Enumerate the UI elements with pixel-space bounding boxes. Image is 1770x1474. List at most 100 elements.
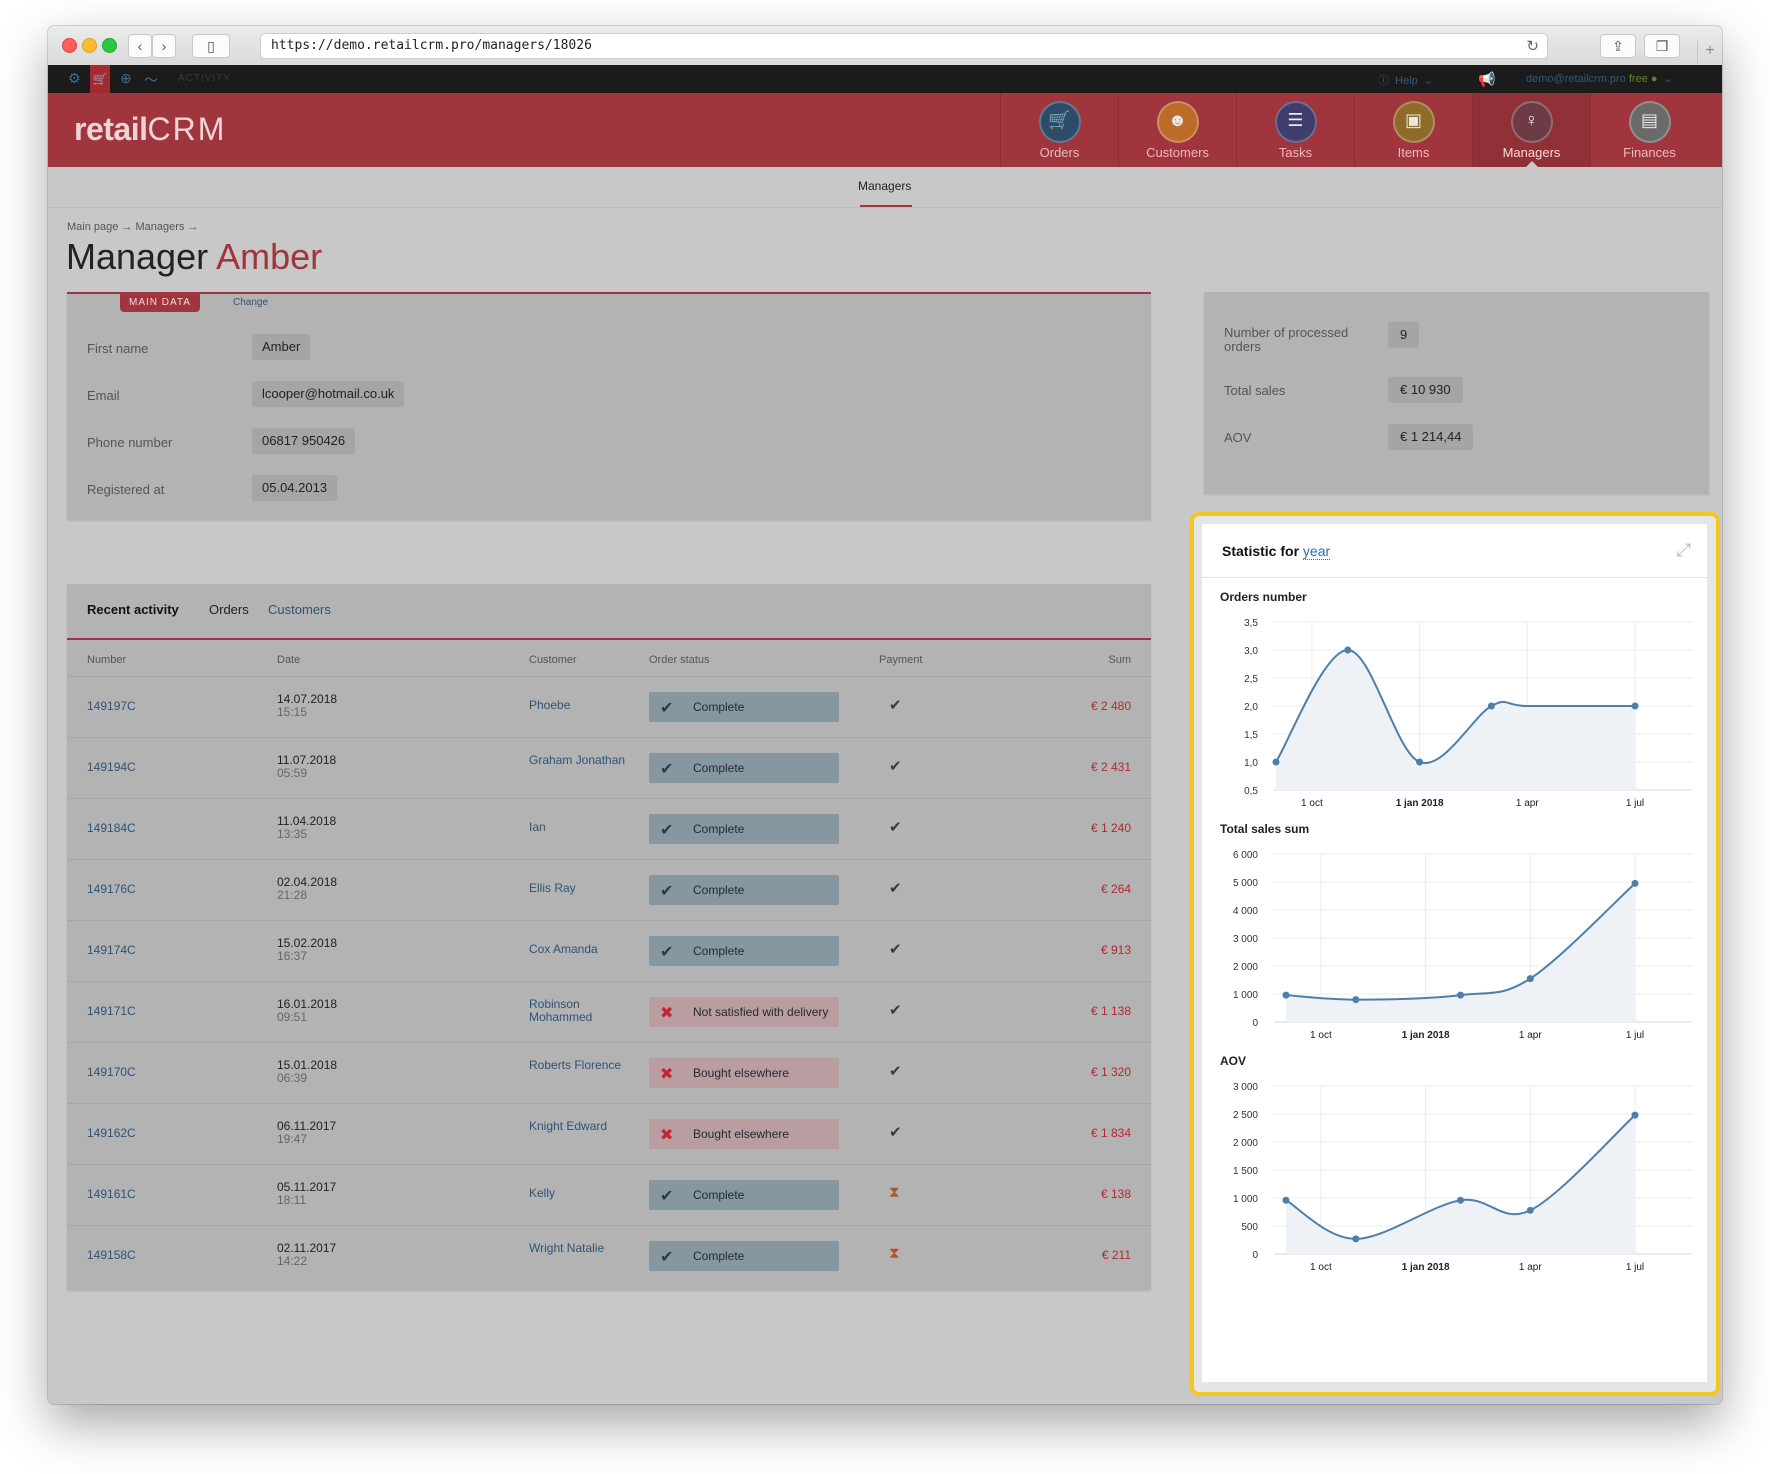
order-number-link[interactable]: 149171C <box>87 1004 136 1018</box>
zoom-window-button[interactable] <box>102 38 117 53</box>
payment-check-icon[interactable]: ✔ <box>889 1002 902 1019</box>
breadcrumb[interactable]: Main page → Managers → <box>67 221 199 233</box>
order-status-badge[interactable]: ✔ Complete <box>649 1241 839 1271</box>
customer-link[interactable]: Ellis Ray <box>529 881 576 895</box>
manager-icon: ♀ <box>1510 101 1553 143</box>
table-row[interactable]: 149194C 11.07.2018 05:59 Graham Jonathan ✔ Co… <box>67 737 1151 798</box>
order-status-badge[interactable]: ✔ Complete <box>649 936 839 966</box>
nav-customers[interactable]: ☻ Customers <box>1118 93 1236 167</box>
payment-check-icon[interactable]: ✔ <box>889 1124 902 1141</box>
col-date[interactable]: Date <box>277 654 301 666</box>
cart-icon[interactable]: 🛒 <box>90 65 110 93</box>
col-customer[interactable]: Customer <box>529 654 577 666</box>
payment-check-icon[interactable]: ✔ <box>889 819 902 836</box>
payment-check-icon[interactable]: ✔ <box>889 880 902 897</box>
payment-check-icon[interactable]: ✔ <box>889 941 902 958</box>
nav-managers[interactable]: ♀ Managers <box>1472 93 1590 167</box>
order-number-link[interactable]: 149170C <box>87 1065 136 1079</box>
nav-items[interactable]: ▣ Items <box>1354 93 1472 167</box>
customer-link[interactable]: Graham Jonathan <box>529 753 626 767</box>
main-data-tab[interactable]: MAIN DATA <box>120 294 200 312</box>
hourglass-icon[interactable]: ⧗ <box>889 1184 900 1201</box>
table-row[interactable]: 149162C 06.11.2017 19:47 Knight Edward ✖ Boug… <box>67 1103 1151 1164</box>
settings-icon[interactable]: ⚙ <box>68 70 81 86</box>
tab-customers[interactable]: Customers <box>268 602 331 617</box>
table-row[interactable]: 149161C 05.11.2017 18:11 Kelly ✔ Complete ⧗ € 1… <box>67 1164 1151 1225</box>
payment-check-icon[interactable]: ✔ <box>889 758 902 775</box>
customer-link[interactable]: Robinson Mohammed <box>529 997 593 1024</box>
table-row[interactable]: 149174C 15.02.2018 16:37 Cox Amanda ✔ Complet… <box>67 920 1151 981</box>
payment-check-icon[interactable]: ✔ <box>889 697 902 714</box>
minimize-window-button[interactable] <box>82 38 97 53</box>
integration-icon[interactable]: ⊕ <box>120 70 132 86</box>
col-payment[interactable]: Payment <box>879 654 923 666</box>
retailcrm-logo[interactable]: retailCRM <box>74 111 226 148</box>
col-number[interactable]: Number <box>87 654 127 666</box>
col-order-status[interactable]: Order status <box>649 654 710 666</box>
y-tick-label: 3,5 <box>1244 618 1258 629</box>
period-selector[interactable]: year <box>1302 543 1331 560</box>
customer-link[interactable]: Kelly <box>529 1186 556 1200</box>
back-icon[interactable]: ‹ <box>128 34 152 58</box>
x-tick-label: 1 apr <box>1516 798 1539 809</box>
order-status-badge[interactable]: ✖ Bought elsewhere <box>649 1119 839 1149</box>
order-date-value: 15.01.2018 <box>277 1058 338 1072</box>
table-row[interactable]: 149197C 14.07.2018 15:15 Phoebe ✔ Complete ✔ € … <box>67 676 1151 737</box>
y-tick-label: 2 000 <box>1233 962 1258 973</box>
share-icon[interactable]: ⇪ <box>1600 34 1636 58</box>
order-status-badge[interactable]: ✖ Bought elsewhere <box>649 1058 839 1088</box>
table-row[interactable]: 149176C 02.04.2018 21:28 Ellis Ray ✔ Complete… <box>67 859 1151 920</box>
tab-recent-activity[interactable]: Recent activity <box>87 602 179 617</box>
order-status-badge[interactable]: ✔ Complete <box>649 814 839 844</box>
table-row[interactable]: 149184C 11.04.2018 13:35 Ian ✔ Complete ✔ € 1 2… <box>67 798 1151 859</box>
table-row[interactable]: 149171C 16.01.2018 09:51 Robinson Mohammed ✖… <box>67 981 1151 1042</box>
order-status-text: Complete <box>693 944 745 958</box>
payment-check-icon[interactable]: ✔ <box>889 1063 902 1080</box>
forward-icon[interactable]: › <box>152 34 176 58</box>
user-menu[interactable]: demo@retailcrm.pro free ● ⌄ <box>1526 73 1673 85</box>
new-tab-icon[interactable]: + <box>1697 40 1722 64</box>
help-link[interactable]: ⓘ Help ⌄ <box>1378 75 1434 87</box>
order-number-link[interactable]: 149174C <box>87 943 136 957</box>
table-row[interactable]: 149170C 15.01.2018 06:39 Roberts Florence ✖ B… <box>67 1042 1151 1103</box>
hourglass-icon[interactable]: ⧗ <box>889 1245 900 1262</box>
order-number-link[interactable]: 149158C <box>87 1248 136 1262</box>
reload-icon[interactable]: ↻ <box>1526 38 1539 55</box>
order-status-badge[interactable]: ✔ Complete <box>649 875 839 905</box>
checkmark-icon: ✔ <box>660 822 674 839</box>
customer-link[interactable]: Cox Amanda <box>529 942 598 956</box>
announcements-icon[interactable]: 📢 <box>1478 71 1496 87</box>
order-number-link[interactable]: 149161C <box>87 1187 136 1201</box>
order-sum: € 913 <box>1100 943 1131 957</box>
customer-link[interactable]: Roberts Florence <box>529 1058 622 1072</box>
customer-link[interactable]: Wright Natalie <box>529 1241 605 1255</box>
tabs-overview-icon[interactable]: ❐ <box>1644 34 1680 58</box>
order-status-badge[interactable]: ✖ Not satisfied with delivery <box>649 997 839 1027</box>
expand-icon[interactable]: ⤢ <box>1676 540 1691 560</box>
order-number-link[interactable]: 149197C <box>87 699 136 713</box>
customer-link[interactable]: Ian <box>529 820 546 834</box>
address-bar[interactable]: https://demo.retailcrm.pro/managers/1802… <box>260 33 1548 59</box>
change-link[interactable]: Change <box>233 297 269 308</box>
nav-finances[interactable]: ▤ Finances <box>1590 93 1708 167</box>
customer-link[interactable]: Knight Edward <box>529 1119 608 1133</box>
order-status-badge[interactable]: ✔ Complete <box>649 1180 839 1210</box>
order-number-link[interactable]: 149162C <box>87 1126 136 1140</box>
chart-title-orders: Orders number <box>1220 590 1307 604</box>
nav-tasks[interactable]: ☰ Tasks <box>1236 93 1354 167</box>
customer-link[interactable]: Phoebe <box>529 698 571 712</box>
table-row[interactable]: 149158C 02.11.2017 14:22 Wright Natalie ✔ Com… <box>67 1225 1151 1286</box>
tab-orders[interactable]: Orders <box>209 602 249 617</box>
order-status-badge[interactable]: ✔ Complete <box>649 753 839 783</box>
analytics-icon[interactable]: 〜 <box>144 72 158 88</box>
order-number-link[interactable]: 149184C <box>87 821 136 835</box>
order-number-link[interactable]: 149176C <box>87 882 136 896</box>
sidebar-toggle-icon[interactable]: ▯ <box>192 34 230 58</box>
col-sum[interactable]: Sum <box>1108 654 1131 666</box>
tab-managers[interactable]: Managers <box>858 179 912 193</box>
order-number-link[interactable]: 149194C <box>87 760 136 774</box>
close-window-button[interactable] <box>62 38 77 53</box>
nav-orders[interactable]: 🛒 Orders <box>1000 93 1118 167</box>
phone-value: 06817 950426 <box>252 428 356 454</box>
order-status-badge[interactable]: ✔ Complete <box>649 692 839 722</box>
